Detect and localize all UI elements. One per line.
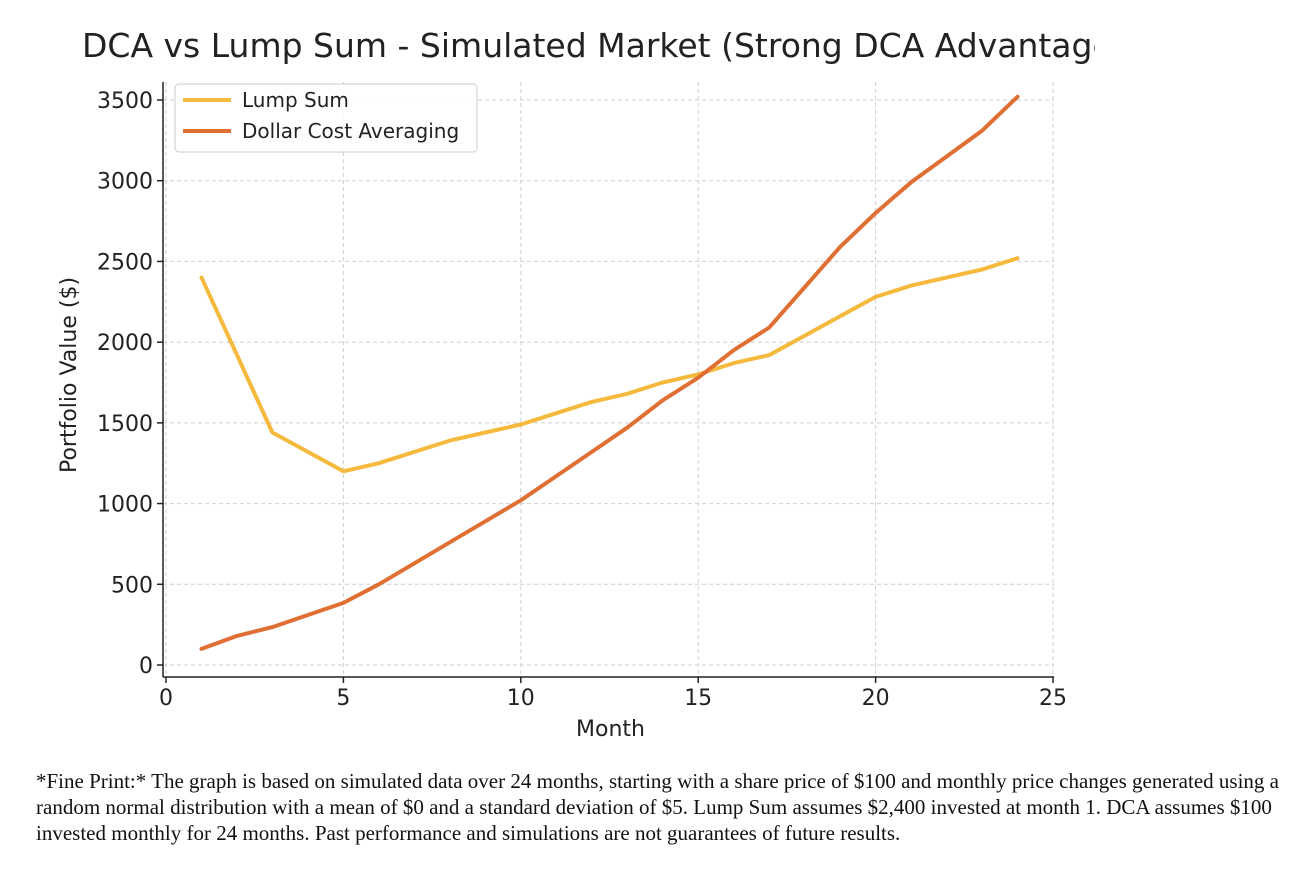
chart-title-container: DCA vs Lump Sum - Simulated Market (Stro… [0, 0, 1095, 80]
chart: DCA vs Lump Sum - Simulated Market (Stro… [0, 0, 1095, 742]
y-tick-label: 1500 [97, 412, 153, 437]
x-tick-label: 10 [507, 686, 535, 711]
y-axis-label: Portfolio Value ($) [57, 277, 82, 473]
y-tick-label: 3500 [97, 89, 153, 114]
y-tick-label: 500 [111, 573, 153, 598]
series-line-dca [199, 94, 1020, 651]
y-tick-label: 2000 [97, 331, 153, 356]
x-tick-label: 25 [1039, 686, 1067, 711]
y-tick-label: 3000 [97, 170, 153, 195]
x-tick-label: 20 [862, 686, 890, 711]
legend-box [174, 83, 478, 153]
x-tick-label: 15 [684, 686, 712, 711]
y-tick-label: 2500 [97, 250, 153, 275]
fine-print-text: *Fine Print:* The graph is based on simu… [36, 769, 1279, 845]
x-axis-label: Month [576, 717, 645, 742]
x-tick-label: 0 [159, 686, 173, 711]
chart-title: DCA vs Lump Sum - Simulated Market (Stro… [82, 26, 1095, 65]
legend-label: Dollar Cost Averaging [242, 119, 459, 143]
y-tick-label: 1000 [97, 493, 153, 518]
x-tick-label: 5 [336, 686, 350, 711]
series-line-lump-sum [199, 256, 1020, 474]
legend-label: Lump Sum [242, 88, 349, 112]
line-chart-svg: 0 5 10 15 20 25 0 500 1000 1500 2000 2500 3000 3500 Mo… [57, 82, 1067, 742]
y-tick-label: 0 [139, 654, 153, 679]
